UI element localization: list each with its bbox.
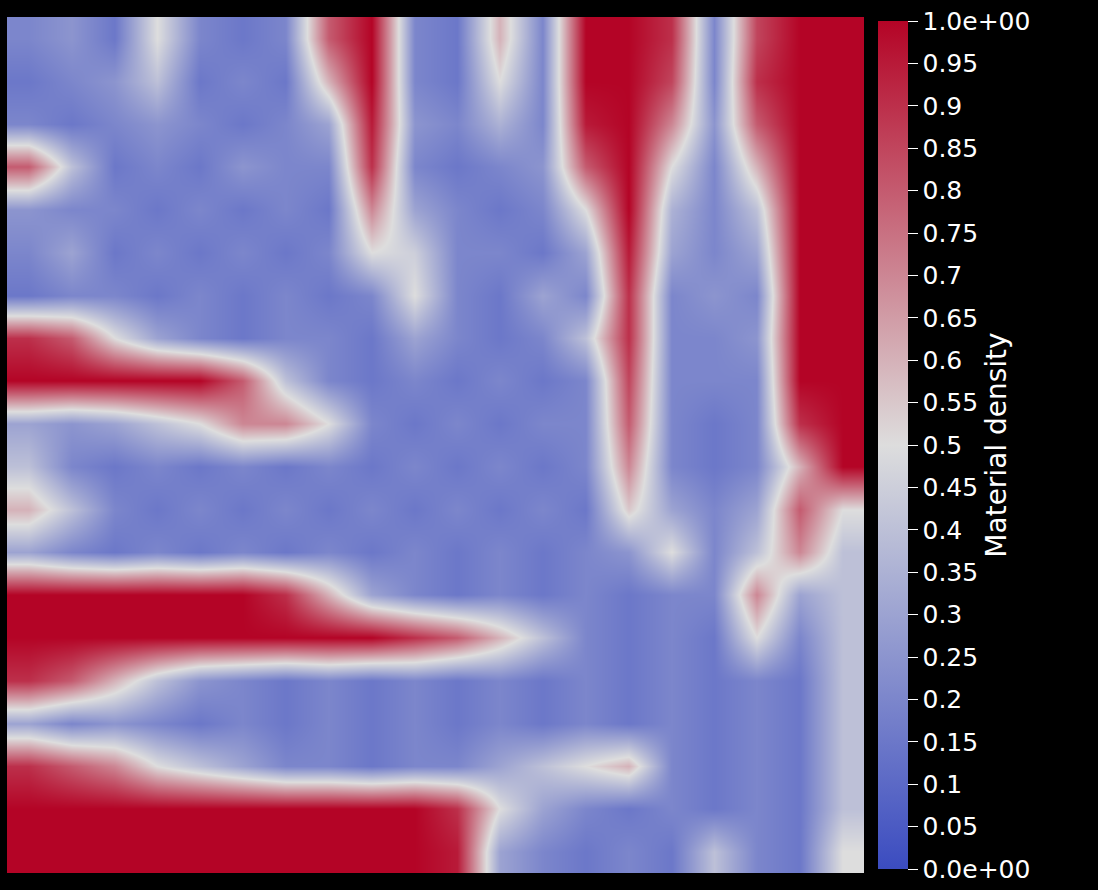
svg-text:0.5: 0.5 [923,431,963,460]
svg-text:0.7: 0.7 [923,261,963,290]
svg-text:0.95: 0.95 [923,49,979,78]
svg-text:0.9: 0.9 [923,92,963,121]
svg-text:0.3: 0.3 [923,600,963,629]
svg-text:Material density: Material density [980,332,1013,557]
svg-text:0.35: 0.35 [923,558,979,587]
svg-text:0.15: 0.15 [923,728,979,757]
svg-text:0.55: 0.55 [923,388,979,417]
svg-text:0.05: 0.05 [923,812,979,841]
svg-text:0.25: 0.25 [923,643,979,672]
svg-text:0.2: 0.2 [923,685,963,714]
svg-text:0.8: 0.8 [923,176,963,205]
svg-text:0.45: 0.45 [923,473,979,502]
svg-text:0.4: 0.4 [923,516,963,545]
svg-text:0.6: 0.6 [923,346,963,375]
svg-text:0.1: 0.1 [923,770,963,799]
svg-text:0.0e+00: 0.0e+00 [923,855,1031,884]
svg-text:0.65: 0.65 [923,304,979,333]
svg-text:1.0e+00: 1.0e+00 [923,7,1031,36]
svg-text:0.75: 0.75 [923,219,979,248]
svg-text:0.85: 0.85 [923,134,979,163]
